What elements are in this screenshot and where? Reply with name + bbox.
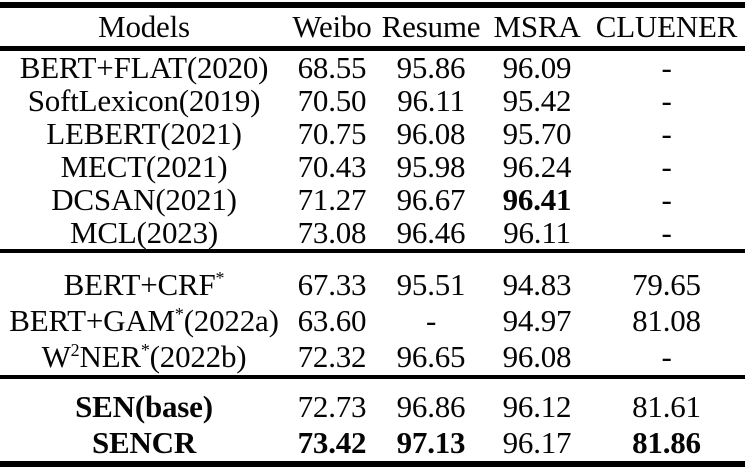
model-name-cell: MECT(2021) xyxy=(60,149,228,184)
model-name-cell: BERT+CRF* xyxy=(63,267,225,302)
column-header-weibo: Weibo xyxy=(292,9,372,44)
superscript: * xyxy=(140,339,150,360)
metric-value-cell: - xyxy=(661,83,672,118)
model-name-cell: BERT+FLAT(2020) xyxy=(19,50,269,85)
table-bottom-rule xyxy=(0,461,745,467)
metric-value-cell: 68.55 xyxy=(297,50,367,85)
metric-value-cell: 96.67 xyxy=(396,182,466,217)
metric-value-cell: - xyxy=(661,116,672,151)
metric-value-cell: 81.86 xyxy=(632,425,701,460)
metric-value-cell: 96.12 xyxy=(502,389,572,424)
metric-value-cell: 96.11 xyxy=(397,83,465,118)
metric-value-cell: - xyxy=(425,303,437,338)
table-row: W2NER*(2022b) 72.32 96.65 96.08 - xyxy=(0,339,745,375)
metric-value-cell: 72.73 xyxy=(297,389,367,424)
metric-value-cell: 95.51 xyxy=(396,267,466,302)
model-name-cell: MCL(2023) xyxy=(69,215,219,250)
metric-value-cell: 95.70 xyxy=(502,116,572,151)
section-divider-rule-1 xyxy=(0,249,745,253)
table-row: SEN(base) 72.73 96.86 96.12 81.61 xyxy=(0,389,745,425)
metric-value-cell: 95.98 xyxy=(396,149,466,184)
column-header-cluener: CLUENER xyxy=(595,9,738,44)
metric-value-cell: 96.41 xyxy=(502,182,572,217)
model-name-cell: W2NER*(2022b) xyxy=(41,339,247,374)
table-section-bert-baselines: BERT+CRF* 67.33 95.51 94.83 79.65 BERT+GAM*(2… xyxy=(0,253,745,375)
metric-value-cell: 96.46 xyxy=(396,215,466,250)
model-name-cell: LEBERT(2021) xyxy=(46,116,242,151)
superscript: * xyxy=(174,303,184,324)
metric-value-cell: 96.11 xyxy=(503,215,571,250)
table-row: BERT+CRF* 67.33 95.51 94.83 79.65 xyxy=(0,267,745,303)
table-row: SENCR 73.42 97.13 96.17 81.86 xyxy=(0,425,745,461)
superscript: 2 xyxy=(70,339,80,360)
model-name-cell: SENCR xyxy=(91,425,197,460)
table-row: SoftLexicon(2019) 70.50 96.11 95.42 - xyxy=(0,84,745,117)
metric-value-cell: 63.60 xyxy=(297,303,367,338)
table-row: BERT+GAM*(2022a) 63.60 - 94.97 81.08 xyxy=(0,303,745,339)
metric-value-cell: 95.86 xyxy=(396,50,466,85)
metric-value-cell: 96.17 xyxy=(502,425,572,460)
header-rule xyxy=(0,46,745,51)
metric-value-cell: - xyxy=(661,50,672,85)
metric-value-cell: 70.43 xyxy=(297,149,367,184)
metric-value-cell: 67.33 xyxy=(297,267,367,302)
metric-value-cell: 94.97 xyxy=(502,303,572,338)
table-row: MCL(2023) 73.08 96.46 96.11 - xyxy=(0,216,745,249)
table-row: LEBERT(2021) 70.75 96.08 95.70 - xyxy=(0,117,745,150)
table-top-rule xyxy=(0,2,745,8)
table-row: DCSAN(2021) 71.27 96.67 96.41 - xyxy=(0,183,745,216)
metric-value-cell: 70.50 xyxy=(297,83,367,118)
metric-value-cell: 94.83 xyxy=(502,267,572,302)
metric-value-cell: 79.65 xyxy=(632,267,701,302)
metric-value-cell: 72.32 xyxy=(297,339,367,374)
metric-value-cell: 96.86 xyxy=(396,389,466,424)
model-name-cell: DCSAN(2021) xyxy=(51,182,237,217)
table-section-proposed-models: SEN(base) 72.73 96.86 96.12 81.61 SENCR 73.42 9… xyxy=(0,379,745,461)
metric-value-cell: 96.08 xyxy=(396,116,466,151)
metric-value-cell: 96.09 xyxy=(502,50,572,85)
column-header-msra: MSRA xyxy=(493,9,581,44)
metric-value-cell: 81.08 xyxy=(632,303,701,338)
section-divider-rule-2 xyxy=(0,375,745,379)
table-row: BERT+FLAT(2020) 68.55 95.86 96.09 - xyxy=(0,51,745,84)
metric-value-cell: 73.08 xyxy=(297,215,367,250)
table-row: MECT(2021) 70.43 95.98 96.24 - xyxy=(0,150,745,183)
model-name-cell: SoftLexicon(2019) xyxy=(27,83,261,118)
metric-value-cell: - xyxy=(661,339,672,374)
metric-value-cell: 70.75 xyxy=(297,116,367,151)
table-section-prior-lexicon-models: BERT+FLAT(2020) 68.55 95.86 96.09- SoftLexic… xyxy=(0,51,745,249)
metric-value-cell: - xyxy=(661,149,672,184)
model-name-cell: SEN(base) xyxy=(75,389,213,424)
metric-value-cell: 96.24 xyxy=(502,149,572,184)
metric-value-cell: 96.08 xyxy=(502,339,572,374)
metric-value-cell: 97.13 xyxy=(396,425,466,460)
metric-value-cell: 96.65 xyxy=(396,339,466,374)
table-header-row: Models Weibo Resume MSRA CLUENER xyxy=(0,8,745,46)
column-header-resume: Resume xyxy=(381,9,481,44)
metric-value-cell: 81.61 xyxy=(632,389,701,424)
model-name-cell: BERT+GAM*(2022a) xyxy=(9,303,279,338)
column-header-models: Models xyxy=(98,9,190,44)
metric-value-cell: - xyxy=(661,215,672,250)
metric-value-cell: 95.42 xyxy=(502,83,572,118)
metric-value-cell: - xyxy=(661,182,672,217)
metric-value-cell: 73.42 xyxy=(297,425,367,460)
metric-value-cell: 71.27 xyxy=(297,182,367,217)
superscript: * xyxy=(215,267,225,288)
